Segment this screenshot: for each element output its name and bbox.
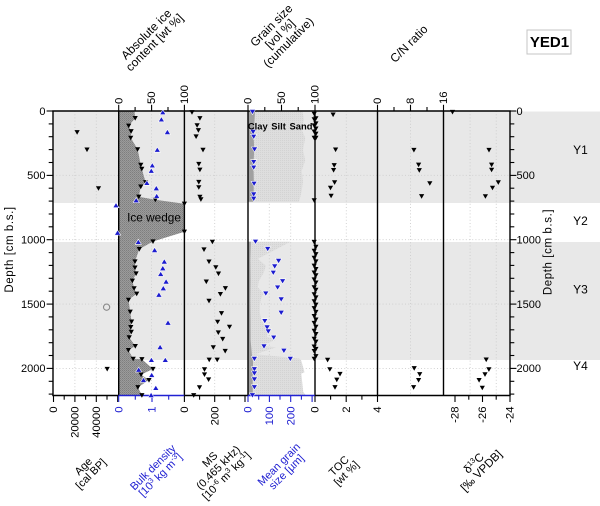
svg-text:1000: 1000 — [517, 235, 541, 247]
svg-text:Silt: Silt — [271, 121, 286, 132]
svg-text:Y3: Y3 — [573, 283, 588, 297]
svg-text:500: 500 — [517, 170, 535, 182]
svg-text:Depth [cm b.s.]: Depth [cm b.s.] — [543, 209, 555, 295]
svg-text:Depth [cm b.s.]: Depth [cm b.s.] — [4, 206, 16, 292]
svg-text:Ice wedge: Ice wedge — [127, 211, 181, 225]
svg-text:2000: 2000 — [21, 363, 45, 375]
svg-text:0: 0 — [39, 106, 45, 118]
svg-text:1500: 1500 — [517, 299, 541, 311]
svg-text:4: 4 — [372, 407, 384, 413]
svg-text:-28: -28 — [450, 407, 462, 423]
svg-text:0: 0 — [113, 407, 125, 413]
svg-text:100: 100 — [179, 85, 191, 104]
svg-text:1: 1 — [147, 407, 159, 413]
svg-text:50: 50 — [146, 91, 158, 104]
svg-text:100: 100 — [310, 85, 322, 104]
svg-text:200: 200 — [209, 407, 221, 426]
svg-text:0: 0 — [179, 407, 191, 413]
svg-text:1000: 1000 — [21, 235, 45, 247]
svg-text:0: 0 — [310, 407, 322, 413]
svg-text:0: 0 — [517, 106, 523, 118]
svg-text:0: 0 — [372, 98, 384, 104]
svg-text:2: 2 — [341, 407, 353, 413]
svg-text:-24: -24 — [505, 407, 517, 423]
svg-text:Sand: Sand — [290, 121, 313, 132]
svg-text:8: 8 — [405, 98, 417, 104]
svg-text:1500: 1500 — [21, 299, 45, 311]
svg-text:2000: 2000 — [517, 363, 541, 375]
svg-text:0: 0 — [243, 98, 255, 104]
svg-text:Y2: Y2 — [573, 214, 588, 228]
svg-text:0: 0 — [243, 407, 255, 413]
svg-text:20000: 20000 — [70, 407, 82, 438]
svg-text:YED1: YED1 — [530, 34, 569, 51]
svg-text:Y1: Y1 — [573, 143, 588, 157]
svg-text:Y4: Y4 — [573, 359, 588, 373]
svg-text:-26: -26 — [477, 407, 489, 423]
svg-text:40000: 40000 — [91, 407, 103, 438]
svg-text:16: 16 — [438, 91, 450, 104]
svg-text:0: 0 — [48, 407, 60, 413]
svg-text:0: 0 — [113, 98, 125, 104]
svg-text:200: 200 — [285, 407, 297, 426]
svg-text:100: 100 — [264, 407, 276, 426]
svg-text:500: 500 — [27, 170, 45, 182]
svg-text:50: 50 — [276, 91, 288, 104]
svg-text:Clay: Clay — [248, 121, 269, 132]
